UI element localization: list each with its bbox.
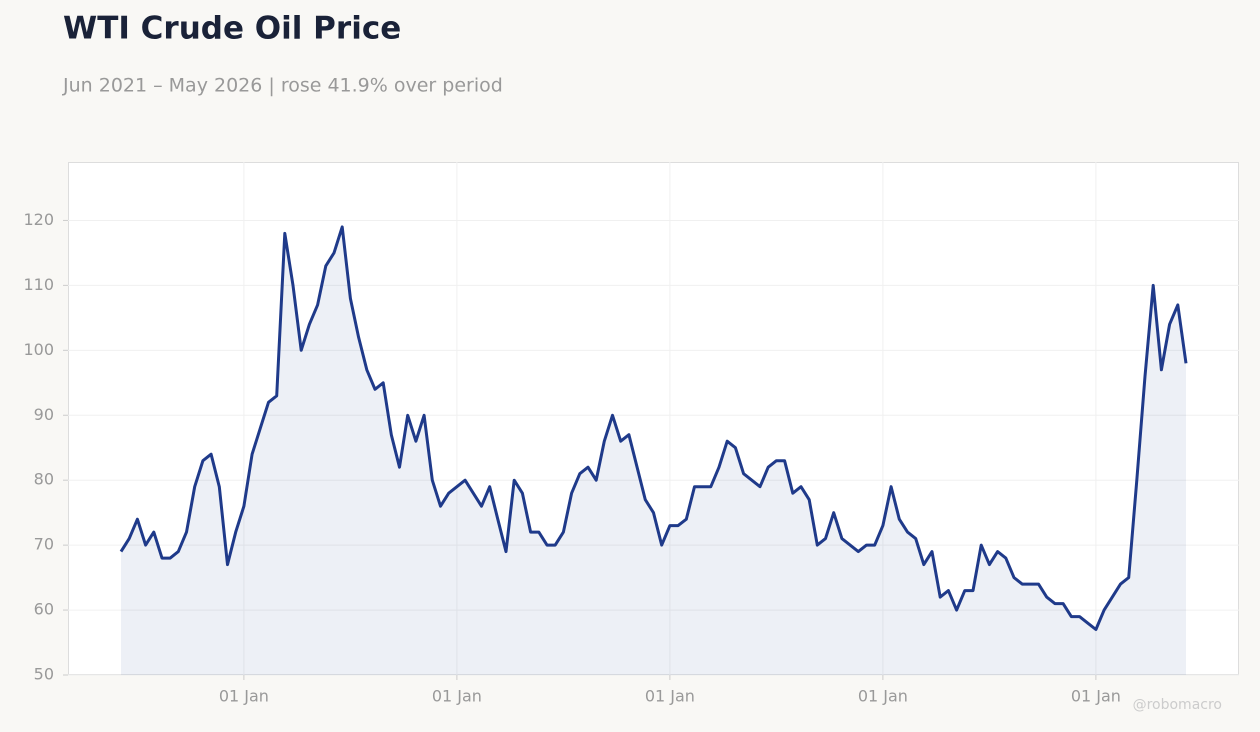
y-tick-label: 90 xyxy=(34,405,54,424)
y-tick-label: 100 xyxy=(23,340,54,359)
y-tick-label: 70 xyxy=(34,535,54,554)
area xyxy=(121,226,1186,675)
x-tick-label: 01 Jan xyxy=(858,687,908,706)
x-tick-label: 01 Jan xyxy=(1071,687,1121,706)
y-tick-label: 60 xyxy=(34,600,54,619)
x-tick-label: 01 Jan xyxy=(645,687,695,706)
chart-title: WTI Crude Oil Price xyxy=(63,11,401,47)
chart-subtitle: Jun 2021 – May 2026 | rose 41.9% over pe… xyxy=(62,75,503,97)
y-tick-label: 80 xyxy=(34,470,54,489)
x-tick-label: 01 Jan xyxy=(219,687,269,706)
y-tick-label: 110 xyxy=(23,275,54,294)
y-tick-label: 50 xyxy=(34,665,54,684)
line xyxy=(119,225,1188,631)
y-tick-label: 120 xyxy=(23,210,54,229)
watermark: @robomacro xyxy=(1133,697,1222,713)
x-tick-label: 01 Jan xyxy=(432,687,482,706)
